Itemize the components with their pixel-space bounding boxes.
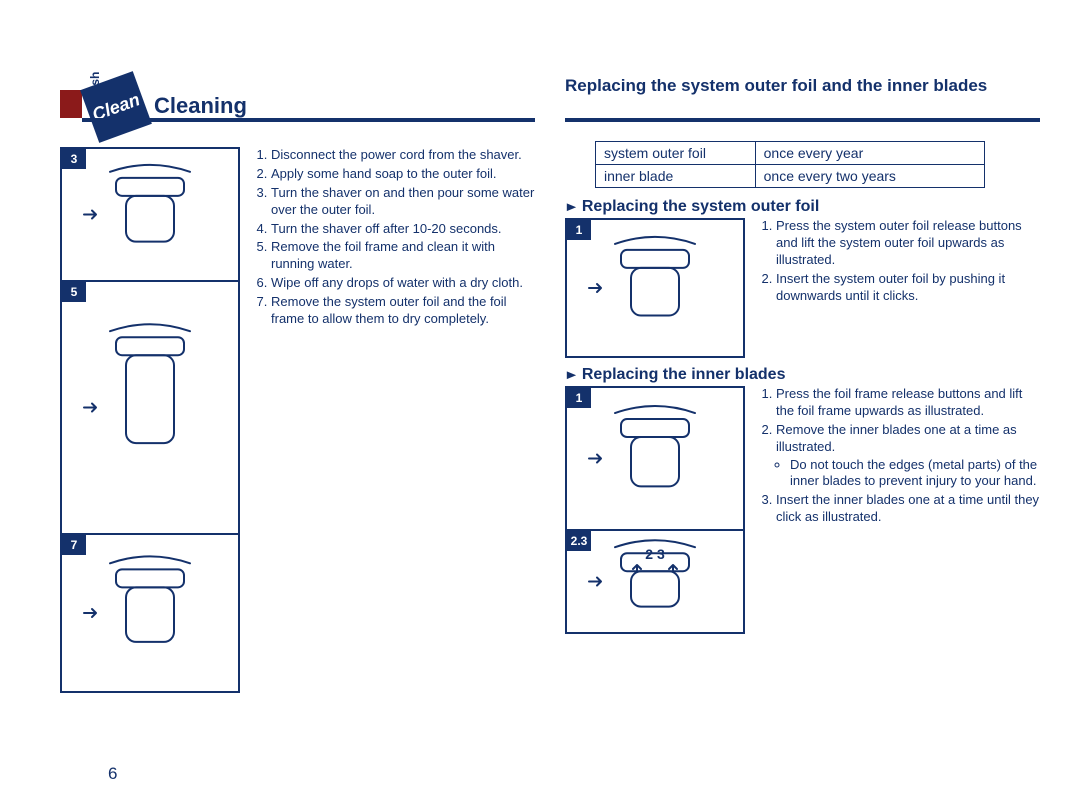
cleaning-text: Disconnect the power cord from the shave…: [254, 147, 535, 330]
inner-blades-steps: Press the foil frame release buttons and…: [759, 386, 1040, 526]
outer-foil-heading: Replacing the system outer foil: [565, 198, 1040, 216]
table-row: inner bladeonce every two years: [596, 165, 985, 188]
step-item: Turn the shaver off after 10-20 seconds.: [271, 221, 535, 238]
cleaning-block: 3 5 7: [60, 147, 535, 691]
figure-panel: 2.3 2 3: [565, 529, 745, 634]
step-item: Remove the foil frame and clean it with …: [271, 239, 535, 273]
figure-panel: 5: [60, 280, 240, 535]
outer-foil-figures: 1: [565, 218, 745, 356]
step-item: Turn the shaver on and then pour some wa…: [271, 185, 535, 219]
inner-blades-figures: 1 2.3 2 3: [565, 386, 745, 632]
figure-number: 1: [567, 220, 591, 240]
figure-art: 2 3: [567, 531, 743, 632]
outer-foil-text: Press the system outer foil release butt…: [759, 218, 1040, 306]
svg-text:2 3: 2 3: [645, 546, 665, 562]
cleaning-title: Cleaning: [154, 93, 247, 119]
table-row: system outer foilonce every year: [596, 142, 985, 165]
header-rule: [565, 118, 1040, 122]
figure-panel: 1: [565, 386, 745, 531]
figure-art: [62, 535, 238, 691]
replacing-title: Replacing the system outer foil and the …: [565, 75, 987, 96]
cleaning-header: Clean Cleaning: [60, 75, 535, 133]
figure-art: [62, 282, 238, 533]
step-item: Insert the inner blades one at a time un…: [776, 492, 1040, 526]
right-column: Replacing the system outer foil and the …: [565, 75, 1040, 752]
table-cell: once every year: [755, 142, 984, 165]
table-cell: once every two years: [755, 165, 984, 188]
step-item: Remove the inner blades one at a time as…: [776, 422, 1040, 491]
inner-blades-text: Press the foil frame release buttons and…: [759, 386, 1040, 528]
step-item: Disconnect the power cord from the shave…: [271, 147, 535, 164]
step-item: Remove the system outer foil and the foi…: [271, 294, 535, 328]
figure-number: 3: [62, 149, 86, 169]
table-cell: system outer foil: [596, 142, 756, 165]
figure-number: 5: [62, 282, 86, 302]
figure-art: [62, 149, 238, 280]
header-rule: [82, 118, 535, 122]
table-cell: inner blade: [596, 165, 756, 188]
replacement-interval-table: system outer foilonce every yearinner bl…: [595, 141, 985, 188]
step-item: Insert the system outer foil by pushing …: [776, 271, 1040, 305]
figure-panel: 1: [565, 218, 745, 358]
figure-number: 2.3: [567, 531, 591, 551]
inner-blades-heading: Replacing the inner blades: [565, 366, 1040, 384]
figure-art: [567, 388, 743, 529]
step-item: Press the system outer foil release butt…: [776, 218, 1040, 269]
cleaning-figures: 3 5 7: [60, 147, 240, 691]
outer-foil-steps: Press the system outer foil release butt…: [759, 218, 1040, 304]
clean-badge: Clean: [80, 71, 152, 143]
step-item: Press the foil frame release buttons and…: [776, 386, 1040, 420]
page-number: 6: [108, 764, 117, 784]
accent-block: [60, 90, 82, 118]
cleaning-steps: Disconnect the power cord from the shave…: [254, 147, 535, 328]
figure-panel: 7: [60, 533, 240, 693]
replacing-header: Replacing the system outer foil and the …: [565, 75, 1040, 133]
figure-number: 7: [62, 535, 86, 555]
figure-number: 1: [567, 388, 591, 408]
step-item: Apply some hand soap to the outer foil.: [271, 166, 535, 183]
step-item: Wipe off any drops of water with a dry c…: [271, 275, 535, 292]
figure-panel: 3: [60, 147, 240, 282]
caution-item: Do not touch the edges (metal parts) of …: [790, 457, 1040, 491]
page-columns: Clean Cleaning 3 5 7: [60, 75, 1040, 752]
outer-foil-block: 1 Press the system outer foil release bu…: [565, 218, 1040, 356]
figure-art: [567, 220, 743, 356]
left-column: Clean Cleaning 3 5 7: [60, 75, 535, 752]
inner-blades-block: 1 2.3 2 3 Press the foil frame: [565, 386, 1040, 632]
caution-list: Do not touch the edges (metal parts) of …: [776, 457, 1040, 491]
